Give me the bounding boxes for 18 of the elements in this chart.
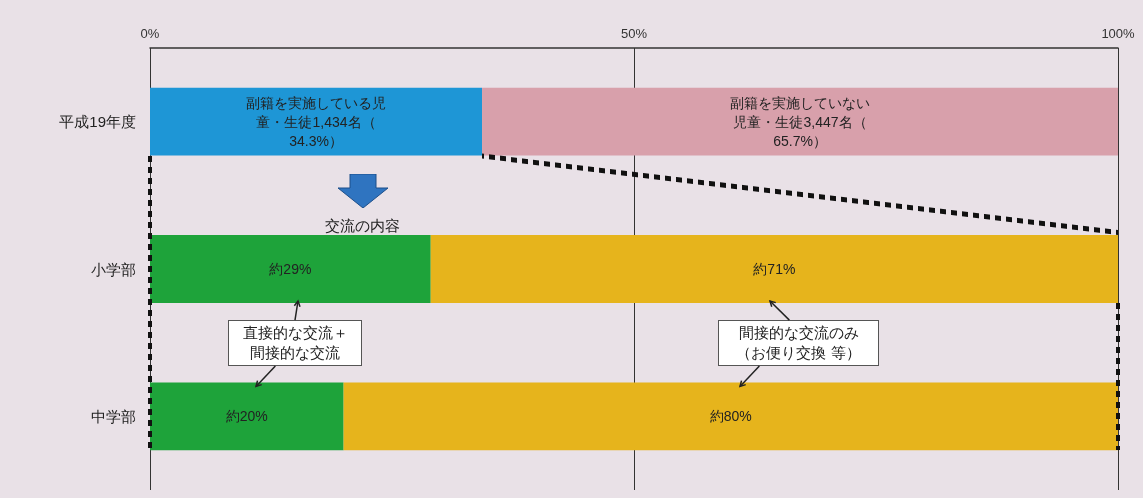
annotation: 間接的な交流のみ（お便り交換 等） xyxy=(718,319,880,366)
data-label: 約71% xyxy=(753,261,796,277)
data-label: 副籍を実施していない児童・生徒3,447名（65.7%） xyxy=(730,94,871,149)
bar xyxy=(150,382,344,451)
bar xyxy=(150,87,483,156)
annotation: 交流の内容 xyxy=(325,215,401,236)
data-label: 約20% xyxy=(225,408,268,425)
x-tick-label: 0% xyxy=(140,26,160,41)
data-label: 約29% xyxy=(269,261,312,277)
y-tick-label: 平成19年度 xyxy=(59,113,136,131)
bar xyxy=(150,235,431,303)
y-tick-label: 小学部 xyxy=(91,260,136,278)
data-label: 副籍を実施している児童・生徒1,434名（34.3%） xyxy=(246,94,387,149)
y-tick-label: 中学部 xyxy=(91,407,136,425)
x-tick-label: 50% xyxy=(620,26,648,41)
annotation: 直接的な交流＋間接的な交流 xyxy=(228,319,363,366)
data-label: 約80% xyxy=(709,408,752,425)
x-tick-label: 100% xyxy=(1101,26,1136,41)
